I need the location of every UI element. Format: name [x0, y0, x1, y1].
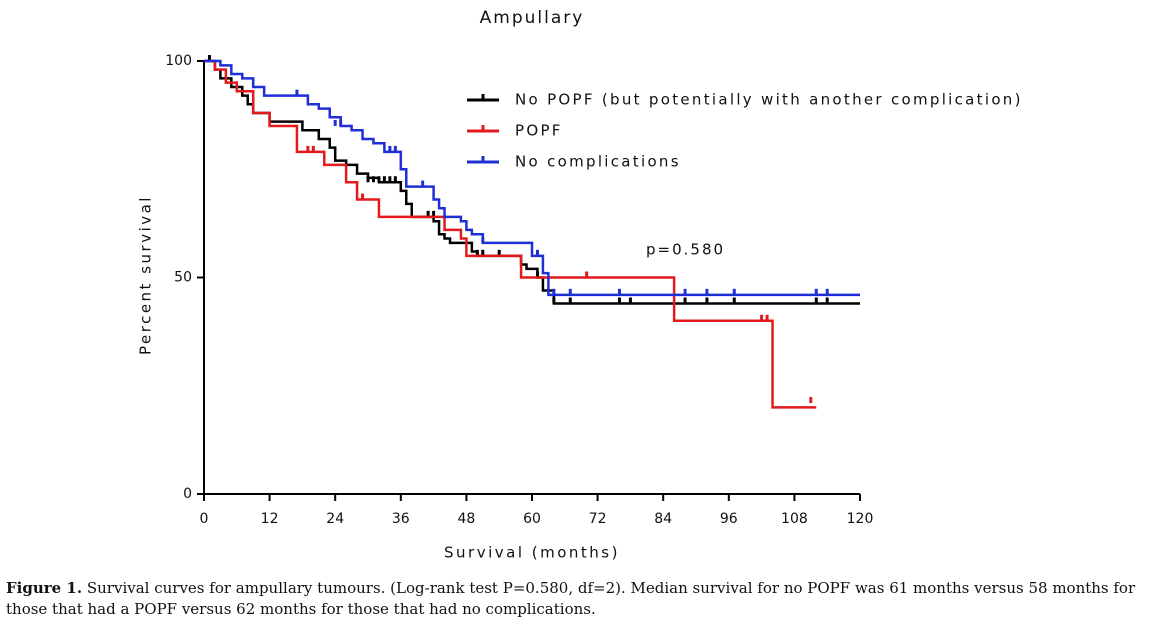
- chart: Ampullary Survival (months) Percent surv…: [137, 8, 1023, 562]
- legend-label: POPF: [515, 122, 563, 140]
- y-tick-label: 50: [174, 270, 192, 286]
- legend-label: No complications: [515, 153, 681, 171]
- figure-caption: Figure 1. Survival curves for ampullary …: [6, 578, 1156, 620]
- x-tick-label: 120: [847, 511, 874, 527]
- x-tick-label: 108: [781, 511, 808, 527]
- x-tick-label: 12: [261, 511, 279, 527]
- survival-curve: [204, 59, 860, 297]
- y-tick-label: 0: [183, 486, 192, 502]
- x-axis-label: Survival (months): [444, 544, 620, 562]
- x-tick-label: 60: [523, 511, 541, 527]
- x-tick-label: 96: [720, 511, 738, 527]
- x-tick-label: 0: [200, 511, 209, 527]
- y-tick-label: 100: [165, 53, 192, 69]
- y-axis-label: Percent survival: [137, 195, 155, 355]
- legend-label: No POPF (but potentially with another co…: [515, 91, 1023, 109]
- survival-curve: [204, 59, 817, 409]
- caption-label: Figure 1.: [6, 579, 83, 597]
- x-tick-label: 72: [589, 511, 607, 527]
- x-tick-label: 36: [392, 511, 410, 527]
- p-value-annotation: p=0.580: [646, 241, 725, 259]
- x-tick-label: 84: [654, 511, 672, 527]
- x-tick-label: 24: [326, 511, 344, 527]
- caption-text: Survival curves for ampullary tumours. (…: [6, 579, 1136, 618]
- chart-title: Ampullary: [480, 8, 585, 28]
- x-tick-label: 48: [457, 511, 475, 527]
